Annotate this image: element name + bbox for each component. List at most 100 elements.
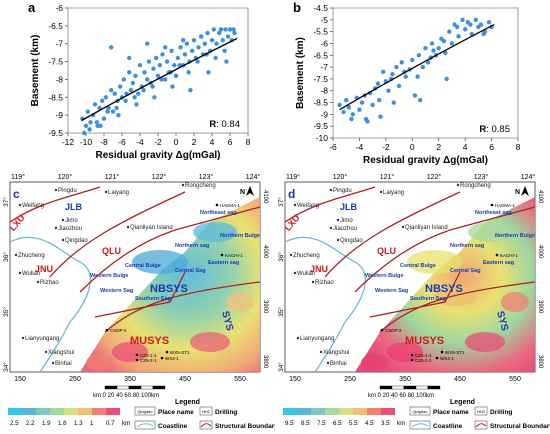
drilling-icon — [474, 406, 488, 416]
data-point — [175, 55, 180, 61]
drilling-well — [135, 353, 139, 357]
place-name: Pingdu — [58, 188, 77, 194]
structure-label: Southern Sag — [410, 296, 446, 302]
data-point — [232, 30, 237, 36]
place-name: Rongcheng — [185, 183, 216, 189]
drilling-well — [135, 358, 139, 362]
easting-tick-label: 350 — [124, 376, 136, 383]
structure-label: Western Bulge — [365, 273, 403, 279]
data-point — [416, 53, 422, 58]
data-point — [85, 109, 91, 114]
well-label: CZ6-1-1 — [415, 353, 432, 358]
data-point — [121, 77, 127, 82]
place-name: Jimo — [65, 218, 78, 224]
well-label: CSDP-2 — [110, 328, 127, 333]
scale-bar-segment — [140, 385, 154, 390]
place-name-icon-text: Qingdao — [137, 409, 153, 414]
data-point — [97, 105, 102, 111]
colorbar-swatch — [50, 408, 64, 415]
plot-frame — [67, 7, 249, 134]
structure-label: Southern Sag — [135, 296, 171, 302]
data-point — [123, 98, 128, 104]
structural-boundary — [324, 191, 461, 278]
place-marker — [61, 218, 65, 222]
place-name: Wulian — [22, 271, 40, 277]
well-label: CZ6-2-1 — [415, 358, 432, 363]
drilling-well — [380, 328, 384, 332]
data-point — [118, 84, 123, 89]
data-point — [109, 87, 114, 93]
scale-bar-segment — [104, 385, 118, 390]
x-tick-label: 6 — [228, 137, 233, 147]
data-point — [184, 41, 189, 46]
colorbar-swatch — [78, 408, 92, 415]
scatter-chart-a: a -12 -10 -8 -6 -4 -2 0 2 4 6 8 -6 -6.5 -7 -7.5 -8 -8.5 -9… — [28, 0, 251, 161]
y-tick-label: -9 — [55, 110, 63, 120]
x-tick-label: 2 — [192, 137, 197, 147]
colorbar-label: 2.2 — [26, 420, 35, 427]
place-marker — [21, 336, 25, 340]
place-name: Qianliyan Island — [130, 225, 173, 231]
data-point — [462, 27, 468, 32]
colorbar-swatch — [92, 408, 106, 415]
panel-d: 119° 120° 121° 122° 123° 124° 37° 36° 35° 34° 150 2… — [275, 170, 550, 434]
data-point — [190, 48, 195, 54]
plot-frame — [332, 7, 519, 139]
panel-letter: a — [28, 0, 36, 15]
data-point — [217, 30, 222, 36]
data-point — [182, 52, 188, 57]
anomaly-blob — [86, 354, 114, 370]
data-point — [92, 102, 98, 107]
lon-tick-label: 120° — [58, 173, 73, 181]
anomaly-blob — [112, 342, 148, 362]
place-name: Binhai — [330, 361, 347, 367]
colorbar-swatch — [311, 408, 325, 415]
y-axis-label: Basement (km) — [30, 35, 41, 107]
place-name: Rizhao — [40, 280, 59, 286]
northing-tick-label: 4100 — [537, 190, 543, 204]
scale-bar-segment — [128, 385, 142, 390]
data-point — [109, 45, 114, 50]
structure-label: Eastern sag — [208, 260, 239, 266]
data-point — [136, 91, 141, 96]
data-point — [357, 107, 362, 112]
drilling-well — [495, 253, 499, 257]
data-point — [486, 19, 492, 25]
y-tick-label: -6 — [55, 3, 63, 13]
well-label: WX5-ST1 — [445, 350, 465, 355]
place-marker — [401, 225, 405, 229]
well-label: HAEMA-1 — [495, 203, 516, 208]
lon-tick-label: 123° — [199, 173, 214, 181]
structure-label: Northern sag — [175, 243, 209, 249]
place-marker — [336, 238, 340, 242]
easting-tick-label: 450 — [179, 376, 191, 383]
easting-tick-label: 450 — [454, 376, 466, 383]
data-point — [214, 41, 219, 46]
colorbar-label: km — [397, 420, 405, 427]
data-point — [116, 112, 121, 118]
tectonic-unit-label: JLB — [65, 202, 83, 212]
data-point — [420, 64, 426, 70]
data-point — [100, 98, 105, 104]
y-tick-label: -8.5 — [313, 98, 328, 108]
data-point — [82, 130, 87, 136]
structure-label: Central Sag — [175, 268, 206, 274]
x-tick-label: -4 — [356, 142, 364, 152]
data-point — [213, 55, 218, 61]
scale-label: km 0 20 40 60 80 100km — [93, 393, 159, 399]
place-name: Jiaozhou — [58, 226, 82, 232]
lon-tick-label: 120° — [333, 173, 348, 181]
scale-bar-segment — [415, 385, 429, 390]
data-point — [170, 84, 175, 89]
legend-place-name: Place name — [433, 409, 469, 416]
place-name: Rizhao — [315, 280, 334, 286]
place-marker — [336, 218, 340, 222]
place-name: Laiyang — [108, 190, 129, 196]
scale-bar-segment — [116, 385, 130, 390]
northing-tick-label: 3800 — [537, 355, 543, 369]
data-point — [151, 66, 156, 71]
structural-boundary — [354, 206, 536, 293]
coastline-legend-icon — [411, 423, 429, 428]
place-marker — [44, 350, 48, 354]
northing-tick-label: 4100 — [262, 190, 268, 204]
